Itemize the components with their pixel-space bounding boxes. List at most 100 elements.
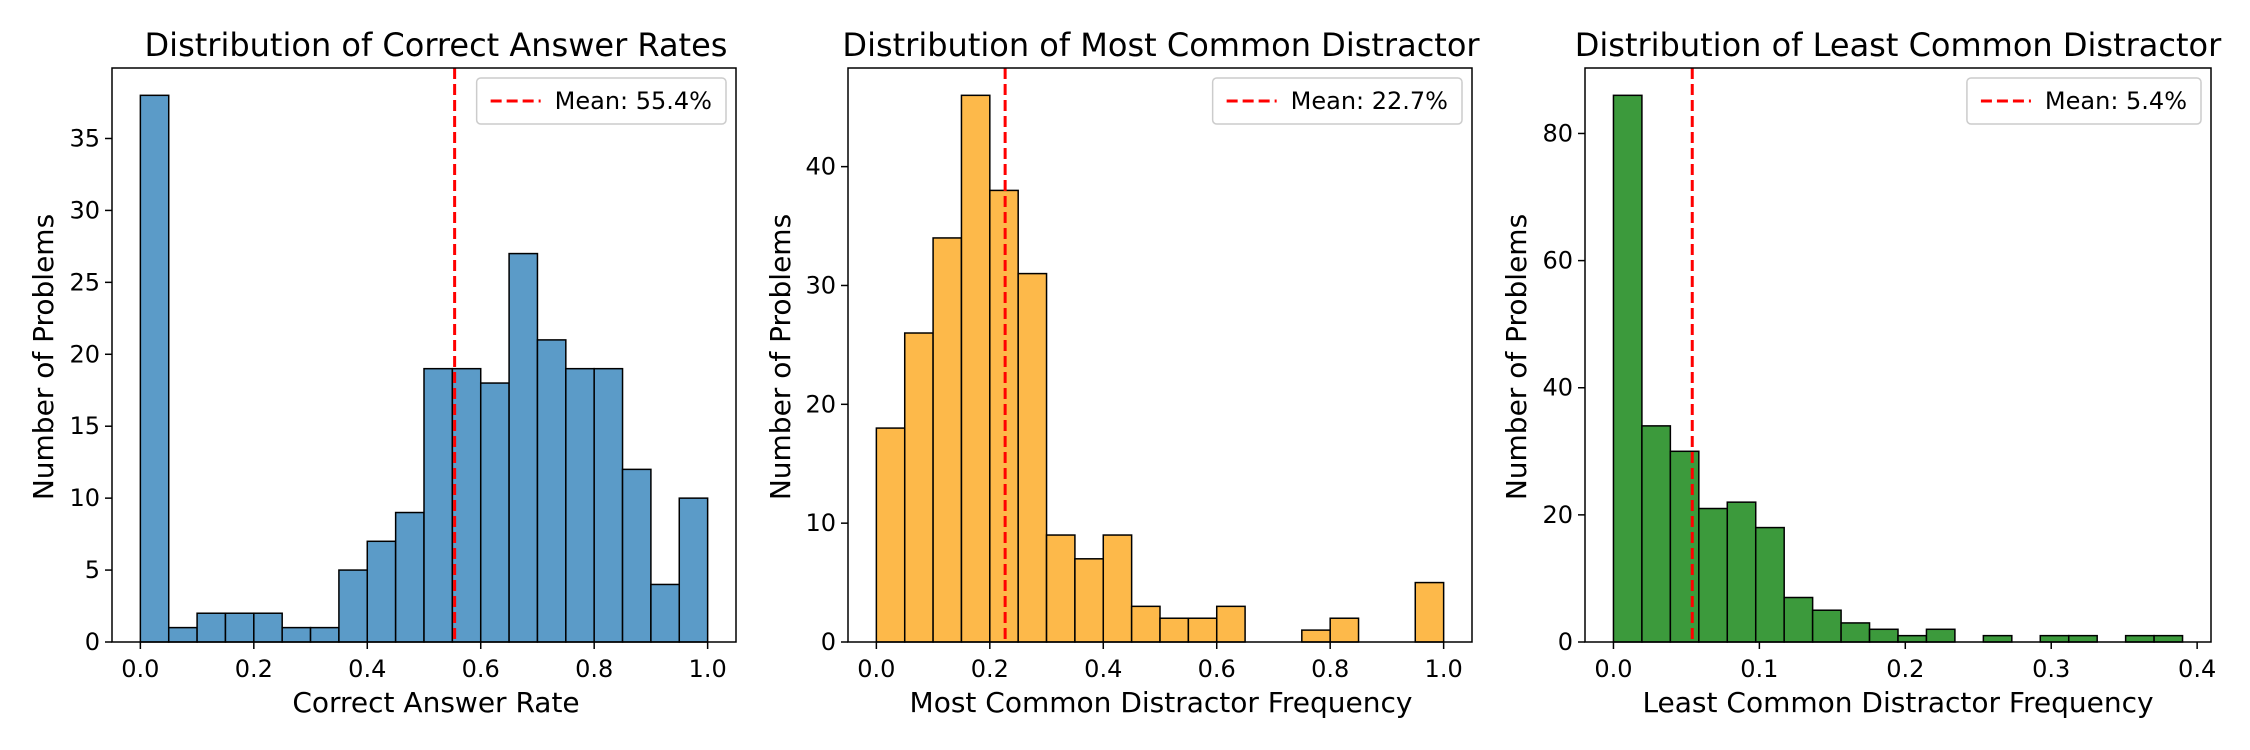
histogram-bar [1074,558,1105,643]
histogram-bar [281,626,312,643]
histogram-bar [1982,634,2013,643]
x-tick-label: 0.4 [2178,655,2216,683]
x-axis-ticks: 0.0 0.2 0.4 0.6 0.8 1.0 [857,642,1463,683]
histogram-bar [1698,507,1729,643]
histogram-bar [621,468,652,643]
y-tick-label: 15 [69,412,100,440]
histogram-bar [1897,634,1928,643]
y-tick-label: 80 [1542,119,1573,147]
histogram-bar [1612,94,1643,643]
y-tick-label: 35 [69,124,100,152]
histogram-bars [139,94,709,643]
x-axis-label: Most Common Distractor Frequency [910,686,1413,719]
y-axis-ticks: 0 10 20 30 40 [805,153,848,656]
histogram-bar [678,497,709,643]
y-axis-label: Number of Problems [27,214,60,500]
histogram-bar [224,612,255,643]
x-tick-label: 0.8 [1311,655,1349,683]
histogram-bar [875,427,906,643]
y-tick-label: 5 [85,556,100,584]
y-tick-label: 20 [805,390,836,418]
histogram-bar [451,367,482,643]
histogram-bar [2153,634,2184,643]
histogram-bar [1925,628,1956,643]
histogram-bar [650,583,681,643]
histogram-bar [960,94,991,643]
x-axis-ticks: 0.0 0.1 0.2 0.3 0.4 [1594,642,2216,683]
x-tick-label: 1.0 [1425,655,1463,683]
y-tick-label: 0 [1558,628,1573,656]
histogram-bar [196,612,227,643]
histogram-bar [366,540,397,643]
panel-correct-answer-rates: Distribution of Correct Answer Rates Cor… [27,26,737,719]
x-tick-label: 0.0 [1594,655,1632,683]
x-tick-label: 0.2 [1886,655,1924,683]
panel-least-common-distractor: Distribution of Least Common Distractor … [1500,26,2222,719]
panel-title: Distribution of Most Common Distractor [842,26,1480,64]
histogram-bar [903,332,934,643]
legend-box [1211,77,1463,125]
panel-title: Distribution of Least Common Distractor [1575,26,2222,64]
histogram-bar [1783,596,1814,643]
legend-box [1966,77,2202,125]
histogram-bar [932,237,963,643]
histogram-bar [1102,534,1133,643]
histogram-bar [1045,534,1076,643]
y-tick-label: 0 [85,628,100,656]
histogram-bar [423,367,454,643]
legend-mean-label: Mean: 55.4% [555,87,712,115]
histogram-bars [875,94,1445,643]
axes-frame [1584,67,2212,643]
histogram-bar [1669,450,1700,643]
legend-mean-label: Mean: 5.4% [2045,87,2187,115]
histogram-bar [253,612,283,643]
histogram-bar [394,511,425,643]
y-axis-ticks: 0 20 40 60 80 [1542,119,1585,656]
histogram-bar [338,569,369,643]
y-tick-label: 10 [805,509,836,537]
histogram-bar [1840,622,1871,643]
y-tick-label: 60 [1542,247,1573,275]
legend: Mean: 22.7% [1211,77,1463,125]
y-axis-label: Number of Problems [1500,214,1533,500]
x-tick-label: 0.2 [971,655,1009,683]
y-tick-label: 30 [805,271,836,299]
y-tick-label: 30 [69,196,100,224]
x-tick-label: 0.0 [121,655,159,683]
legend-box [475,77,727,125]
histogram-bar [1868,628,1899,643]
axes-frame [847,67,1473,643]
histogram-bars [1612,94,2184,643]
histogram-bar [1187,617,1218,643]
y-tick-label: 25 [69,268,100,296]
x-tick-label: 0.4 [1084,655,1122,683]
histogram-bar [1726,501,1757,643]
histogram-bar [2124,634,2155,643]
x-axis-label: Correct Answer Rate [292,686,579,719]
histogram-bar [479,382,510,643]
histogram-bar [2039,634,2070,643]
histogram-bar [1754,526,1785,643]
x-axis-label: Least Common Distractor Frequency [1642,686,2153,719]
x-tick-label: 0.0 [857,655,895,683]
x-tick-label: 0.1 [1740,655,1778,683]
histogram-bar [1017,272,1048,643]
histogram-bar [1130,605,1161,643]
legend-mean-label: Mean: 22.7% [1291,87,1448,115]
histogram-bar [565,367,595,643]
x-tick-label: 0.2 [235,655,273,683]
x-tick-label: 0.6 [1198,655,1236,683]
x-tick-label: 0.8 [575,655,613,683]
y-tick-label: 0 [821,628,836,656]
histogram-bar [508,252,539,643]
histogram-bar [1811,609,1842,643]
x-tick-label: 0.3 [2032,655,2070,683]
x-tick-label: 0.4 [348,655,386,683]
x-tick-label: 1.0 [689,655,727,683]
histogram-bar [1329,617,1360,643]
x-axis-ticks: 0.0 0.2 0.4 0.6 0.8 1.0 [121,642,727,683]
histogram-bar [139,94,170,643]
legend: Mean: 55.4% [475,77,727,125]
histogram-bar [536,339,567,643]
